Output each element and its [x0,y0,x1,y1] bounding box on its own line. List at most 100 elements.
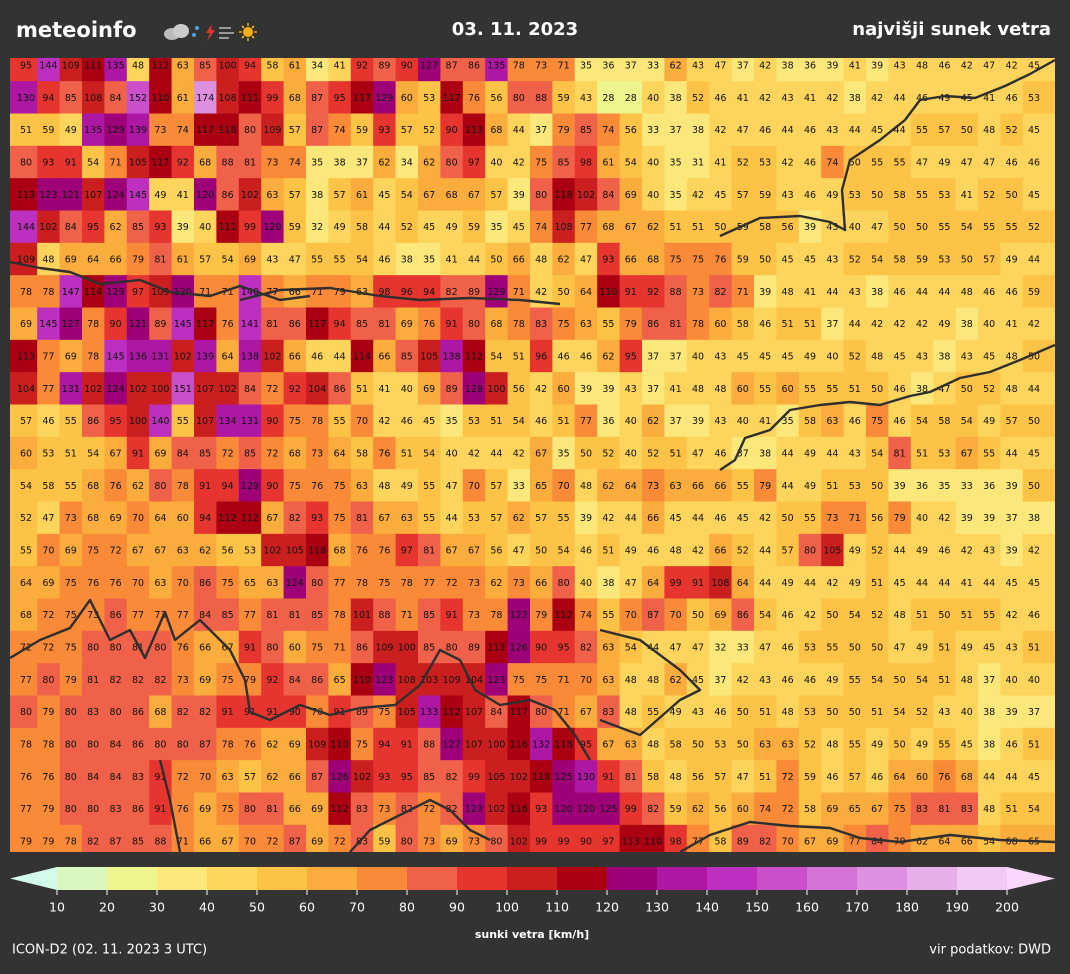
wind-value: 72 [42,610,54,621]
wind-value: 76 [87,578,99,589]
wind-cell [126,727,150,761]
wind-value: 51 [849,384,861,395]
wind-cell [619,178,643,212]
wind-value: 84 [65,222,77,233]
wind-value: 52 [647,449,659,460]
wind-cell [955,824,979,852]
wind-value: 91 [244,643,256,654]
wind-cell [395,404,419,438]
wind-cell [149,436,173,470]
wind-value: 38 [782,61,794,72]
wind-cell [866,242,889,276]
wind-cell [37,58,61,82]
wind-value: 71 [558,61,570,72]
wind-value: 112 [331,804,349,815]
wind-value: 52 [737,158,749,169]
wind-value: 91 [65,158,77,169]
wind-value: 117 [196,319,214,330]
wind-cell [686,469,710,503]
wind-cell [686,242,710,276]
wind-cell [485,210,509,244]
wind-value: 47 [737,125,749,136]
wind-value: 73 [423,837,435,848]
wind-value: 44 [826,287,838,298]
wind-cell [37,436,61,470]
wind-value: 107 [196,416,214,427]
wind-cell [126,695,150,729]
wind-cell [216,566,240,600]
wind-cell [82,501,105,535]
colorbar-tick-label: 170 [845,900,869,915]
wind-cell [283,533,307,567]
wind-value: 54 [222,255,234,266]
wind-value: 91 [446,319,458,330]
wind-value: 39 [513,190,525,201]
wind-value: 38 [938,352,950,363]
wind-value: 43 [266,255,278,266]
wind-value: 50 [714,222,726,233]
wind-cell [104,113,128,147]
wind-value: 53 [42,449,54,460]
wind-value: 66 [513,255,525,266]
wind-cell [664,695,688,729]
wind-value: 140 [241,287,259,298]
wind-cell [440,566,464,600]
wind-value: 78 [87,352,99,363]
wind-cell [283,598,307,632]
wind-value: 118 [532,772,550,783]
wind-cell [261,598,285,632]
wind-cell [328,210,352,244]
wind-cell [866,307,889,341]
colorbar-segment [957,867,1007,890]
wind-value: 46 [535,416,547,427]
wind-value: 48 [961,675,973,686]
wind-cell [731,533,755,567]
wind-value: 79 [558,125,570,136]
wind-value: 69 [311,837,323,848]
wind-value: 75 [535,158,547,169]
wind-value: 80 [535,190,547,201]
wind-cell [462,339,486,373]
wind-cell [597,210,621,244]
wind-value: 39 [177,222,189,233]
wind-value: 107 [465,707,483,718]
wind-cell [776,242,800,276]
wind-value: 46 [1006,740,1018,751]
wind-cell [328,58,352,82]
wind-cell [910,663,934,697]
wind-value: 49 [625,546,637,557]
wind-value: 53 [468,416,480,427]
wind-value: 132 [532,740,550,751]
wind-cell [10,630,38,664]
wind-cell [754,501,777,535]
wind-cell [686,307,710,341]
wind-value: 84 [87,772,99,783]
wind-value: 42 [602,513,614,524]
wind-cell [709,663,733,697]
wind-cell [10,113,38,147]
wind-value: 51 [871,578,883,589]
wind-cell [597,81,621,115]
wind-value: 95 [110,416,122,427]
wind-cell [552,727,576,761]
wind-value: 82 [401,804,413,815]
wind-cell [395,242,419,276]
wind-value: 52 [401,222,413,233]
wind-value: 84 [244,384,256,395]
wind-value: 63 [826,416,838,427]
wind-value: 63 [401,513,413,524]
wind-value: 108 [711,578,729,589]
wind-value: 69 [311,804,323,815]
wind-cell [888,58,912,82]
wind-cell [261,404,285,438]
wind-cell [82,81,105,115]
wind-value: 35 [311,158,323,169]
wind-cell [485,242,509,276]
wind-cell [283,792,307,826]
wind-value: 102 [510,837,528,848]
wind-value: 83 [356,837,368,848]
wind-value: 46 [804,190,816,201]
wind-value: 41 [961,578,973,589]
wind-cell [507,824,531,852]
wind-cell [933,307,957,341]
